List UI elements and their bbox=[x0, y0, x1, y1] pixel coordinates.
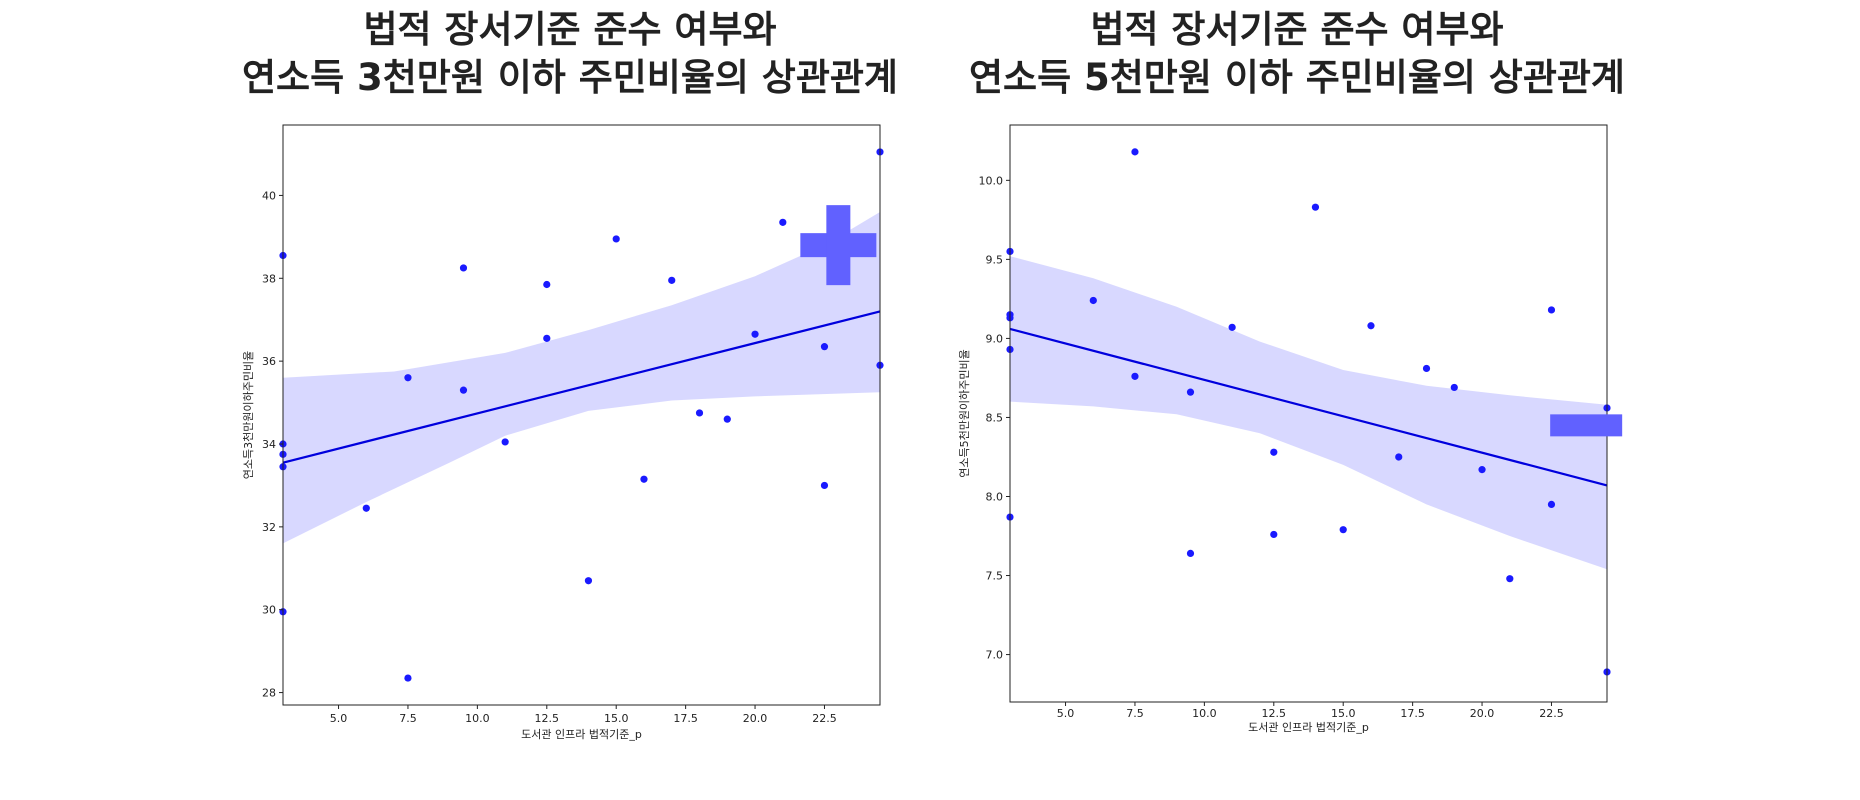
x-tick-label: 15.0 bbox=[1331, 707, 1356, 720]
chart-title-left-line1: 법적 장서기준 준수 여부와 bbox=[363, 8, 777, 51]
data-point bbox=[1131, 148, 1139, 156]
data-point bbox=[1367, 322, 1375, 330]
data-point bbox=[584, 577, 593, 585]
x-tick-label: 20.0 bbox=[1470, 707, 1495, 720]
data-point bbox=[404, 674, 412, 682]
y-tick-label: 7.0 bbox=[986, 649, 1004, 662]
data-point bbox=[779, 218, 787, 226]
y-tick-label: 34 bbox=[262, 438, 276, 451]
plot-frame bbox=[1009, 124, 1608, 703]
x-tick-label: 22.5 bbox=[812, 712, 837, 725]
data-point bbox=[1339, 526, 1347, 534]
chart-title-right: 법적 장서기준 준수 여부와 연소득 5천만원 이하 주민비율의 상관관계 bbox=[917, 6, 1677, 102]
y-tick-label: 9.5 bbox=[986, 253, 1004, 266]
data-point bbox=[695, 409, 704, 417]
x-tick-label: 5.0 bbox=[330, 712, 348, 725]
scatter-chart-left: 5.0 7.5 10.0 12.5 15.0 17.5 20.0 22.5 28 30 32 34 36… bbox=[241, 124, 884, 741]
regression-line bbox=[1009, 327, 1608, 487]
data-point bbox=[1186, 388, 1195, 396]
data-point bbox=[1270, 530, 1278, 539]
y-tick-label: 36 bbox=[262, 355, 276, 368]
x-tick-label: 17.5 bbox=[1400, 707, 1425, 720]
data-point bbox=[820, 343, 829, 351]
confidence-band bbox=[1010, 256, 1607, 570]
y-axis-label: 연소득3천만원이하주민비율 bbox=[241, 351, 255, 479]
data-point bbox=[668, 276, 676, 284]
data-point bbox=[1395, 453, 1403, 461]
data-point bbox=[501, 438, 509, 446]
plus-icon bbox=[826, 205, 851, 286]
x-tick-label: 15.0 bbox=[604, 712, 629, 725]
data-point bbox=[612, 235, 620, 243]
chart-title-right-line2: 연소득 5천만원 이하 주민비율의 상관관계 bbox=[969, 56, 1625, 99]
x-tick-label: 5.0 bbox=[1057, 707, 1075, 720]
data-point bbox=[1270, 448, 1278, 456]
data-point bbox=[459, 386, 468, 394]
x-axis-label: 도서관 인프라 법적기준_p bbox=[1248, 721, 1369, 734]
data-point bbox=[1547, 306, 1556, 314]
y-tick-label: 28 bbox=[262, 687, 276, 700]
x-tick-label: 7.5 bbox=[1126, 707, 1144, 720]
y-tick-label: 9.0 bbox=[986, 332, 1004, 345]
data-point bbox=[543, 280, 551, 289]
data-point bbox=[1450, 383, 1458, 392]
x-tick-label: 12.5 bbox=[1262, 707, 1287, 720]
data-point bbox=[1506, 575, 1514, 583]
x-axis-label: 도서관 인프라 법적기준_p bbox=[521, 728, 642, 741]
regression-line bbox=[282, 310, 881, 464]
y-tick-label: 40 bbox=[262, 189, 276, 202]
data-point bbox=[1478, 466, 1486, 474]
y-tick-label: 32 bbox=[262, 521, 276, 534]
data-point bbox=[1311, 203, 1320, 211]
y-tick-label: 38 bbox=[262, 272, 276, 285]
data-point bbox=[751, 330, 759, 338]
x-tick-label: 10.0 bbox=[1192, 707, 1217, 720]
chart-title-right-line1: 법적 장서기준 준수 여부와 bbox=[1090, 8, 1504, 51]
data-point bbox=[1186, 549, 1195, 558]
y-tick-label: 30 bbox=[262, 604, 276, 617]
x-tick-label: 12.5 bbox=[535, 712, 560, 725]
scatter-chart-right: 5.0 7.5 10.0 12.5 15.0 17.5 20.0 22.5 7.0 7.5 8.0 8… bbox=[957, 124, 1623, 734]
data-point bbox=[640, 475, 648, 483]
x-tick-label: 20.0 bbox=[743, 712, 768, 725]
data-point bbox=[1131, 372, 1139, 380]
x-tick-label: 7.5 bbox=[399, 712, 417, 725]
y-axis-label: 연소득5천만원이하주민비율 bbox=[957, 349, 971, 477]
confidence-band bbox=[283, 212, 880, 544]
plot-frame bbox=[282, 124, 881, 706]
data-point bbox=[1422, 364, 1431, 373]
y-tick-label: 8.5 bbox=[986, 411, 1004, 424]
y-tick-label: 10.0 bbox=[979, 174, 1004, 187]
data-point bbox=[459, 264, 468, 272]
x-tick-label: 17.5 bbox=[673, 712, 698, 725]
data-point bbox=[1228, 323, 1236, 331]
data-point bbox=[362, 504, 370, 512]
data-point bbox=[1089, 296, 1097, 305]
y-tick-label: 7.5 bbox=[986, 570, 1004, 583]
chart-title-left: 법적 장서기준 준수 여부와 연소득 3천만원 이하 주민비율의 상관관계 bbox=[190, 6, 950, 102]
data-point bbox=[404, 374, 412, 382]
x-tick-label: 22.5 bbox=[1539, 707, 1564, 720]
chart-title-left-line2: 연소득 3천만원 이하 주민비율의 상관관계 bbox=[242, 56, 898, 99]
minus-icon bbox=[1550, 414, 1623, 437]
data-point bbox=[820, 481, 829, 490]
data-point bbox=[723, 415, 731, 423]
data-point bbox=[543, 334, 551, 342]
data-point bbox=[1547, 500, 1556, 508]
y-tick-label: 8.0 bbox=[986, 490, 1004, 503]
x-tick-label: 10.0 bbox=[465, 712, 490, 725]
